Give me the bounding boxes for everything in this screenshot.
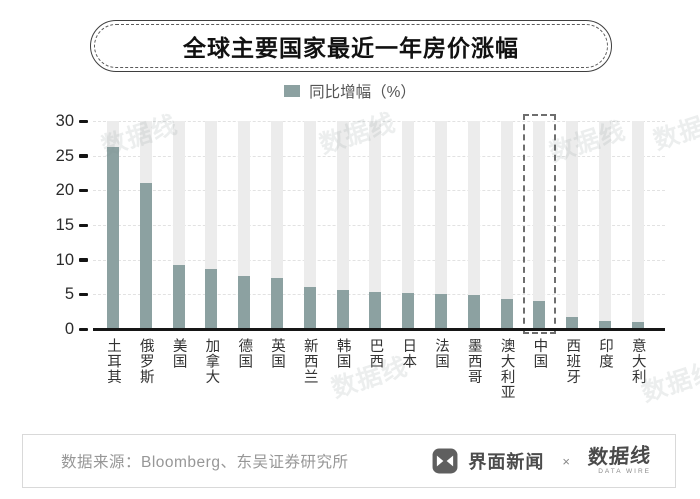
bar-column — [566, 316, 579, 329]
jiemian-brand-name: 界面新闻 — [468, 452, 545, 472]
x-axis-category-label: 美国 — [170, 338, 187, 369]
bar-track — [500, 121, 513, 329]
brand-separator: × — [562, 453, 570, 469]
watermark-stamp: 数据线 — [546, 116, 630, 168]
bar-track — [435, 121, 447, 329]
bar-track — [599, 121, 611, 329]
bar-track — [467, 121, 480, 329]
bar-track — [369, 121, 382, 329]
bar-column — [467, 295, 480, 329]
bar-track — [402, 121, 415, 329]
x-axis-line — [93, 327, 665, 331]
x-axis-category-label: 法国 — [433, 338, 449, 369]
page-title: 全球主要国家最近一年房价涨幅 — [183, 35, 519, 61]
bar-column — [139, 183, 152, 329]
x-axis-category-label: 中国 — [531, 338, 548, 369]
bar-column — [435, 294, 447, 329]
x-axis-category-label: 加拿大 — [203, 338, 220, 385]
watermark-stamp: 数据线 — [316, 108, 400, 160]
y-axis-tick-mark — [79, 223, 88, 228]
datawire-brand-name: 数据线 — [587, 444, 652, 469]
y-axis-tick-label: 25 — [55, 146, 74, 165]
x-axis-category-label: 英国 — [269, 338, 285, 369]
y-axis-tick-mark — [79, 154, 88, 158]
bar-column — [369, 291, 382, 329]
bar-column — [205, 268, 218, 329]
data-source-text: 数据来源：Bloomberg、东吴证券研究所 — [61, 454, 349, 471]
bar-column — [238, 276, 251, 329]
datawire-subtitle: DATA WIRE — [598, 467, 651, 475]
bar-track — [566, 121, 579, 329]
bar-column — [402, 292, 415, 329]
china-highlight-box — [522, 114, 556, 334]
y-axis-tick-mark — [79, 119, 88, 124]
datawire-logo: 数据线 DATA WIRE — [587, 444, 652, 476]
x-axis-category-label: 巴西 — [367, 338, 384, 369]
x-axis-category-label: 德国 — [236, 338, 253, 369]
bar-column — [271, 277, 283, 329]
x-axis-category-label: 土耳其 — [105, 338, 121, 385]
y-axis-tick-label: 10 — [55, 250, 74, 269]
bar-column — [107, 146, 119, 329]
footer-bar: 数据来源：Bloomberg、东吴证券研究所 界面新闻 × 数据线 DATA W… — [22, 434, 676, 488]
bar-column — [336, 290, 349, 329]
x-axis-category-label: 意大利 — [629, 338, 646, 385]
bar-column — [172, 264, 185, 329]
bar-column — [599, 321, 611, 329]
bar-track — [533, 121, 546, 329]
x-axis-category-label: 澳大利亚 — [498, 338, 515, 400]
y-axis-tick-label: 30 — [55, 112, 74, 131]
watermark-stamp: 数据线 — [650, 104, 700, 156]
y-axis-tick-label: 15 — [55, 216, 74, 235]
y-axis-tick-mark — [79, 258, 88, 262]
x-axis-category-label: 韩国 — [334, 338, 351, 369]
bar-track — [303, 121, 316, 329]
y-axis-tick-mark — [79, 292, 88, 297]
jiemian-logo-icon — [432, 448, 458, 474]
chart-legend: 同比增幅（%） — [0, 80, 700, 102]
y-axis-tick-label: 0 — [64, 320, 74, 338]
bar-track — [271, 121, 283, 329]
y-axis-tick-label: 20 — [55, 181, 74, 200]
x-axis-category-label: 印度 — [597, 338, 613, 369]
legend-swatch-icon — [284, 85, 301, 97]
bar-column — [500, 298, 513, 329]
legend-label: 同比增幅（%） — [309, 84, 416, 101]
x-axis-category-label: 新西兰 — [301, 338, 318, 385]
x-axis-category-label: 日本 — [400, 338, 417, 369]
bar-column — [631, 322, 644, 329]
brand-block: 界面新闻 × 数据线 DATA WIRE — [432, 444, 652, 476]
bar-track — [631, 121, 644, 329]
y-axis-tick-label: 5 — [64, 285, 74, 304]
x-axis-category-label: 西班牙 — [564, 338, 581, 385]
y-axis-tick-mark — [79, 188, 88, 193]
x-axis-category-label: 墨西哥 — [465, 338, 482, 385]
y-axis-tick-mark — [79, 327, 88, 331]
bar-track — [336, 121, 349, 329]
bar-column — [303, 286, 316, 329]
bar-column — [533, 301, 546, 329]
x-axis-category-label: 俄罗斯 — [137, 338, 154, 385]
